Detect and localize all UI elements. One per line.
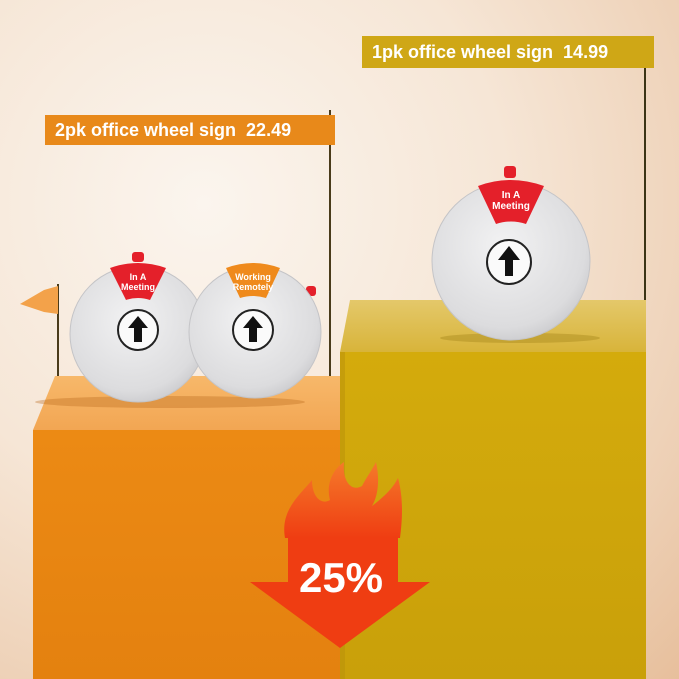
discount-flame-arrow [250,462,430,648]
disc-left-a-label: In A Meeting [120,272,155,292]
disc-working-remotely [188,263,322,399]
window-wedge [110,263,166,300]
flag-1pk-price: 14.99 [563,42,609,62]
window-wedge [226,263,280,298]
disc-right-label: In A Meeting [492,190,530,212]
flag-1pk-title: 1pk office wheel sign [372,42,554,62]
flag-2pk: 2pk office wheel sign 22.49 [45,115,335,145]
discount-percent: 25% [298,554,384,601]
flag-2pk-title: 2pk office wheel sign [55,120,237,140]
small-flag [20,286,58,314]
up-arrow-icon [498,246,520,276]
up-arrow-icon [128,316,148,342]
flag-1pk: 1pk office wheel sign 14.99 [362,36,654,68]
disc-in-a-meeting-right [431,166,591,341]
up-arrow-icon [243,316,263,342]
disc-left-b-label: Working Remotely [232,272,274,292]
disc-in-a-meeting-left [69,252,207,403]
window-wedge [478,180,544,224]
flag-2pk-price: 22.49 [246,120,292,140]
